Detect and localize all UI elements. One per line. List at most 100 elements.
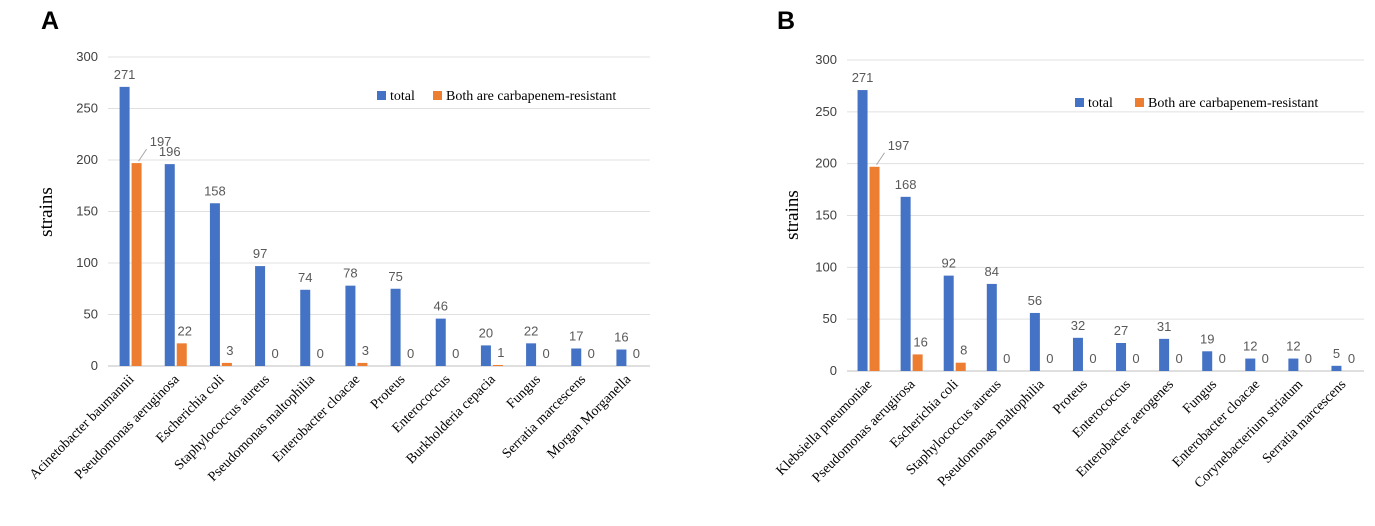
data-label-resistant: 0 <box>1262 351 1269 366</box>
bar-total <box>435 318 446 366</box>
bar-total <box>345 285 356 366</box>
bar-total <box>900 196 911 371</box>
data-label-total: 27 <box>1114 323 1128 338</box>
data-label-resistant: 0 <box>1305 351 1312 366</box>
y-tick-label: 300 <box>76 49 98 64</box>
legend-label-resistant: Both are carbapenem-resistant <box>446 89 616 104</box>
data-label-total: 12 <box>1286 339 1300 354</box>
data-label-resistant: 8 <box>960 343 967 358</box>
bar-total <box>1116 343 1127 371</box>
legend-swatch-resistant <box>1135 98 1144 107</box>
bar-resistant <box>869 166 880 371</box>
legend-label-resistant: Both are carbapenem-resistant <box>1148 96 1318 111</box>
bar-total <box>164 164 175 366</box>
data-label-total: 271 <box>852 70 874 85</box>
data-label-total: 19 <box>1200 331 1214 346</box>
bar-total <box>480 345 491 366</box>
data-label-total: 74 <box>298 270 312 285</box>
data-label-resistant: 0 <box>1219 351 1226 366</box>
bar-resistant <box>492 364 503 366</box>
data-label-total: 17 <box>569 328 583 343</box>
y-tick-label: 250 <box>76 101 98 116</box>
chart-b: B050100150200250300strains271197Klebsiel… <box>774 7 1364 491</box>
bar-total <box>616 349 627 366</box>
data-label-resistant: 3 <box>226 343 233 358</box>
data-label-total: 56 <box>1028 293 1042 308</box>
bar-total <box>1029 312 1040 371</box>
category-label: Burkholderia cepacia <box>404 372 500 468</box>
data-label-total: 158 <box>204 183 226 198</box>
data-label-resistant: 0 <box>317 346 324 361</box>
leader-line <box>876 152 885 166</box>
data-label-resistant: 0 <box>1176 351 1183 366</box>
bar-total <box>1331 365 1342 371</box>
data-label-total: 196 <box>159 144 181 159</box>
bar-total <box>526 343 537 366</box>
bar-total <box>943 275 954 371</box>
y-tick-label: 250 <box>815 104 837 119</box>
category-label: Morgan Morganella <box>545 372 635 462</box>
legend-label-total: total <box>1088 96 1113 111</box>
data-label-resistant: 0 <box>588 346 595 361</box>
data-label-resistant: 16 <box>913 334 927 349</box>
legend-swatch-resistant <box>433 91 442 100</box>
category-label: Fungus <box>1180 377 1220 417</box>
bar-total <box>1072 337 1083 371</box>
data-label-resistant: 0 <box>407 346 414 361</box>
data-label-total: 20 <box>479 325 493 340</box>
y-tick-label: 50 <box>823 311 837 326</box>
data-label-total: 5 <box>1333 346 1340 361</box>
y-tick-label: 150 <box>76 204 98 219</box>
bar-total <box>255 266 266 366</box>
data-label-total: 46 <box>434 299 448 314</box>
data-label-resistant: 0 <box>452 346 459 361</box>
y-axis-label: strains <box>36 187 57 237</box>
data-label-total: 75 <box>388 269 402 284</box>
bar-resistant <box>221 362 232 366</box>
panel-a: A 0 50 100 150 200 250 300 strains 271 197 Acinetob… <box>0 0 687 526</box>
y-tick-label: 200 <box>815 156 837 171</box>
data-label-resistant: 22 <box>178 323 192 338</box>
bar-resistant <box>176 343 187 366</box>
bar-resistant <box>955 362 966 371</box>
y-tick-label: 50 <box>84 307 98 322</box>
bar-resistant <box>357 362 368 366</box>
bar-total <box>571 348 582 366</box>
legend-label-total: total <box>390 89 415 104</box>
data-label-resistant: 0 <box>271 346 278 361</box>
data-label-total: 16 <box>614 330 628 345</box>
data-label-resistant: 0 <box>1132 351 1139 366</box>
data-label-resistant: 1 <box>497 345 504 360</box>
bar-total <box>300 289 311 366</box>
data-label-total: 168 <box>895 177 917 192</box>
panel-label: B <box>777 7 795 35</box>
y-tick-label: 0 <box>91 358 98 373</box>
bar-total <box>1245 358 1256 371</box>
category-label: Proteus <box>368 372 408 412</box>
data-label-resistant: 0 <box>1046 351 1053 366</box>
bar-total <box>1159 338 1170 371</box>
bar-resistant <box>912 354 923 371</box>
category-label: Serratia marcescens <box>500 372 589 461</box>
leader-line <box>138 148 147 162</box>
y-tick-label: 100 <box>815 259 837 274</box>
bar-total <box>1202 351 1213 371</box>
bar-resistant <box>131 163 142 366</box>
legend-swatch-total <box>377 91 386 100</box>
data-label-resistant: 197 <box>150 134 172 149</box>
category-label: Serratia marcescens <box>1260 377 1349 466</box>
legend-swatch-total <box>1075 98 1084 107</box>
category-label: Proteus <box>1050 377 1090 417</box>
category-label: Fungus <box>504 372 544 412</box>
bar-total <box>390 288 401 366</box>
data-label-total: 32 <box>1071 318 1085 333</box>
data-label-total: 271 <box>114 67 136 82</box>
bar-total <box>986 283 997 371</box>
data-label-resistant: 0 <box>1003 351 1010 366</box>
data-label-total: 31 <box>1157 319 1171 334</box>
y-axis-label: strains <box>782 190 803 240</box>
data-label-total: 92 <box>941 256 955 271</box>
data-label-resistant: 0 <box>542 346 549 361</box>
chart-a: A050100150200250300strains271197Acinetob… <box>27 7 650 485</box>
data-label-resistant: 3 <box>362 343 369 358</box>
